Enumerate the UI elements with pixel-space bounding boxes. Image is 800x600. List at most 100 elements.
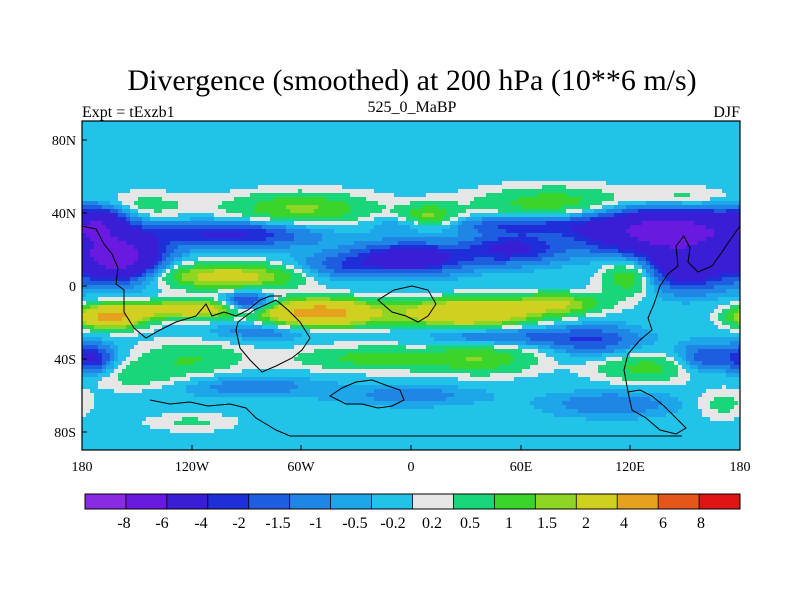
field-cell <box>298 169 303 174</box>
field-cell <box>682 185 687 190</box>
field-cell <box>710 221 715 226</box>
field-cell <box>534 181 539 186</box>
field-cell <box>378 181 383 186</box>
field-cell <box>442 125 447 130</box>
field-cell <box>94 165 99 170</box>
field-cell <box>554 213 559 218</box>
field-cell <box>646 125 651 130</box>
field-cell <box>538 233 543 238</box>
field-cell <box>638 145 643 150</box>
field-cell <box>162 173 167 178</box>
field-cell <box>238 153 243 158</box>
field-cell <box>246 137 251 142</box>
field-cell <box>270 181 275 186</box>
field-cell <box>522 233 527 238</box>
field-cell <box>522 169 527 174</box>
field-cell <box>498 221 503 226</box>
field-cell <box>394 229 399 234</box>
field-cell <box>346 185 351 190</box>
field-cell <box>450 213 455 218</box>
field-cell <box>654 233 659 238</box>
field-cell <box>114 157 119 162</box>
field-cell <box>114 217 119 222</box>
field-cell <box>246 229 251 234</box>
field-cell <box>714 185 719 190</box>
field-cell <box>114 125 119 130</box>
field-cell <box>662 217 667 222</box>
field-cell <box>122 169 127 174</box>
field-cell <box>342 193 347 198</box>
field-cell <box>154 221 159 226</box>
field-cell <box>690 129 695 134</box>
field-cell <box>574 157 579 162</box>
field-cell <box>718 181 723 186</box>
field-cell <box>390 201 395 206</box>
field-cell <box>210 161 215 166</box>
field-cell <box>158 169 163 174</box>
field-cell <box>442 217 447 222</box>
field-cell <box>334 121 339 126</box>
field-cell <box>646 173 651 178</box>
field-cell <box>426 137 431 142</box>
field-cell <box>102 173 107 178</box>
field-cell <box>226 149 231 154</box>
field-cell <box>486 121 491 126</box>
field-cell <box>162 125 167 130</box>
field-cell <box>302 221 307 226</box>
field-cell <box>570 161 575 166</box>
field-cell <box>738 229 740 234</box>
field-cell <box>678 129 683 134</box>
field-cell <box>686 185 691 190</box>
field-cell <box>110 169 115 174</box>
field-cell <box>250 121 255 126</box>
field-cell <box>222 217 227 222</box>
field-cell <box>258 185 263 190</box>
field-cell <box>698 129 703 134</box>
field-cell <box>242 205 247 210</box>
field-cell <box>570 233 575 238</box>
field-cell <box>198 209 203 214</box>
field-cell <box>142 141 147 146</box>
field-cell <box>446 161 451 166</box>
field-cell <box>602 205 607 210</box>
field-cell <box>614 225 619 230</box>
field-cell <box>626 185 631 190</box>
field-cell <box>462 133 467 138</box>
field-cell <box>570 141 575 146</box>
field-cell <box>626 217 631 222</box>
field-cell <box>478 237 483 242</box>
field-cell <box>586 173 591 178</box>
field-cell <box>426 201 431 206</box>
field-cell <box>574 145 579 150</box>
field-cell <box>538 221 543 226</box>
field-cell <box>314 237 319 242</box>
field-cell <box>622 217 627 222</box>
field-cell <box>418 181 423 186</box>
field-cell <box>246 225 251 230</box>
field-cell <box>518 153 523 158</box>
field-cell <box>654 153 659 158</box>
field-cell <box>98 181 103 186</box>
field-cell <box>146 201 151 206</box>
field-cell <box>282 181 287 186</box>
field-cell <box>110 197 115 202</box>
field-cell <box>666 153 671 158</box>
field-cell <box>410 137 415 142</box>
field-cell <box>214 161 219 166</box>
field-cell <box>262 217 267 222</box>
field-cell <box>194 197 199 202</box>
field-cell <box>94 189 99 194</box>
field-cell <box>206 217 211 222</box>
field-cell <box>306 225 311 230</box>
field-cell <box>338 201 343 206</box>
field-cell <box>146 165 151 170</box>
field-cell <box>286 201 291 206</box>
field-cell <box>410 185 415 190</box>
field-cell <box>594 181 599 186</box>
field-cell <box>374 229 379 234</box>
field-cell <box>734 237 739 242</box>
field-cell <box>194 221 199 226</box>
field-cell <box>118 129 123 134</box>
field-cell <box>622 185 627 190</box>
field-cell <box>338 149 343 154</box>
